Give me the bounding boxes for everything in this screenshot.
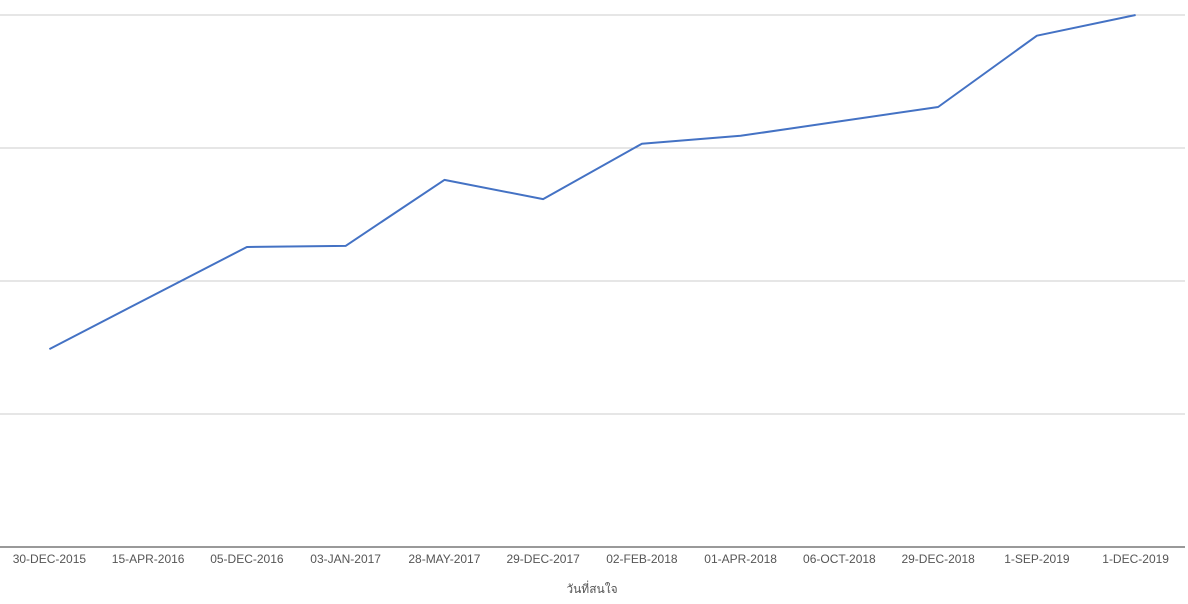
x-tick-label: 06-OCT-2018 [803, 552, 876, 566]
x-tick-label: 05-DEC-2016 [210, 552, 284, 566]
x-tick-label: 29-DEC-2018 [901, 552, 975, 566]
x-tick-label: 15-APR-2016 [112, 552, 185, 566]
x-tick-label: 29-DEC-2017 [506, 552, 580, 566]
x-tick-label: 02-FEB-2018 [606, 552, 678, 566]
x-tick-label: 28-MAY-2017 [408, 552, 480, 566]
line-series [48, 14, 1136, 350]
x-tick-label: 1-SEP-2019 [1004, 552, 1070, 566]
x-axis-title: วันที่สนใจ [566, 580, 617, 596]
x-tick-label: 03-JAN-2017 [310, 552, 381, 566]
x-tick-label: 30-DEC-2015 [13, 552, 87, 566]
x-tick-label: 01-APR-2018 [704, 552, 777, 566]
x-tick-label: 1-DEC-2019 [1102, 552, 1169, 566]
